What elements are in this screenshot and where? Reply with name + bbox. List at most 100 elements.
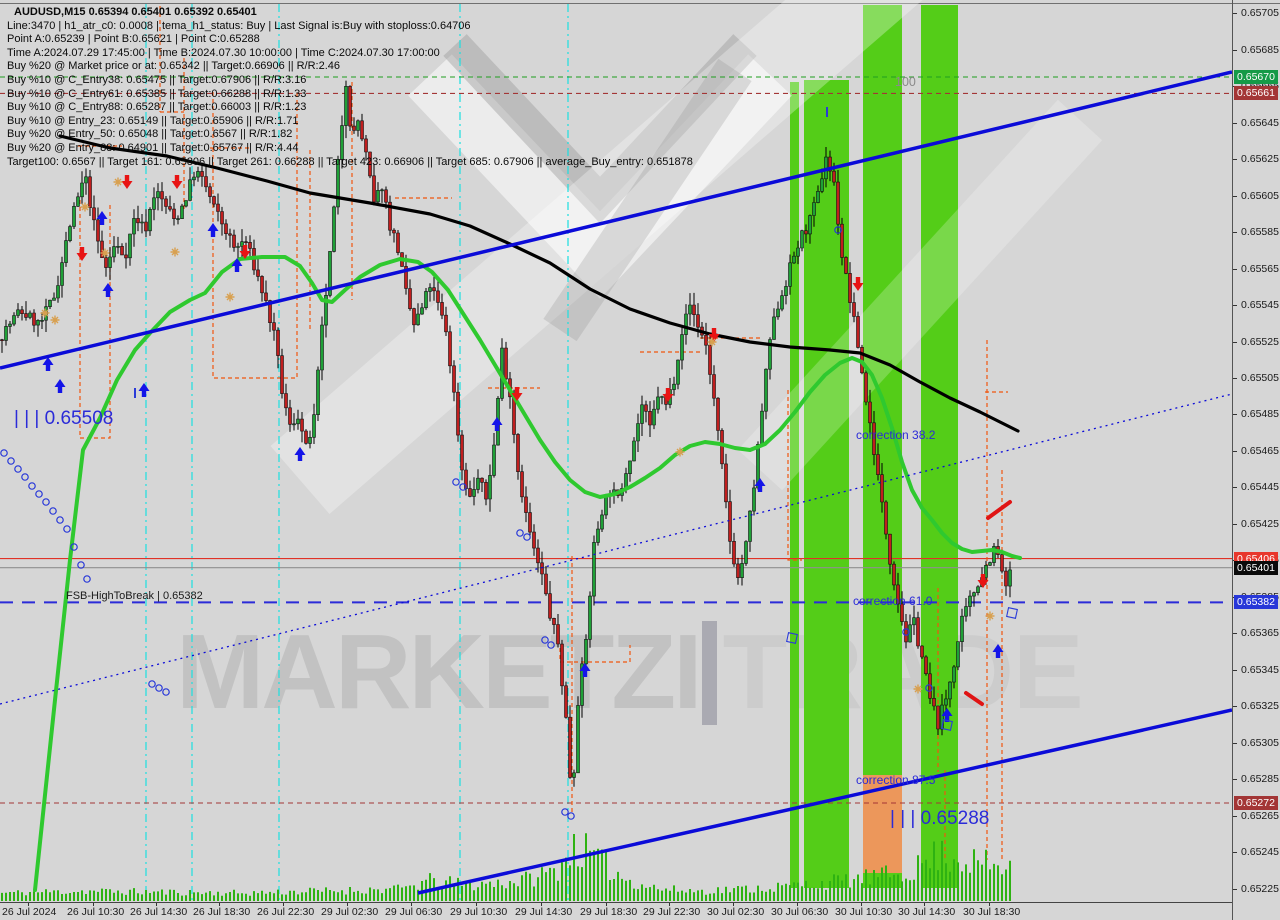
buy-arrow-icon bbox=[102, 283, 114, 297]
info-line: Buy %10 @ C_Entry88: 0.65287 || Target:0… bbox=[7, 101, 307, 114]
time-axis-label: 30 Jul 02:30 bbox=[707, 906, 765, 918]
price-axis-label: 0.65585 bbox=[1241, 226, 1279, 239]
entry-circle-icon bbox=[523, 533, 531, 541]
entry-circle-icon bbox=[42, 498, 50, 506]
entry-circle-icon bbox=[21, 473, 29, 481]
buy-arrow-icon bbox=[42, 357, 54, 371]
price-axis-tick bbox=[1233, 268, 1237, 270]
chart-area[interactable] bbox=[0, 0, 1232, 902]
info-line: Line:3470 | h1_atr_c0: 0.0008 | tema_h1_… bbox=[7, 19, 471, 32]
trendline-0[interactable] bbox=[0, 70, 1232, 370]
watermark-divider bbox=[701, 620, 717, 725]
red-swing-segment bbox=[964, 691, 984, 706]
entry-circle-icon bbox=[14, 465, 22, 473]
order-square-icon bbox=[786, 632, 798, 644]
buy-arrow-icon bbox=[231, 258, 243, 272]
price-axis-label: 0.65245 bbox=[1241, 846, 1279, 859]
star-mark-icon bbox=[913, 684, 923, 694]
time-axis-tick bbox=[283, 903, 284, 906]
entry-circle-icon bbox=[561, 808, 569, 816]
order-square-icon bbox=[941, 719, 953, 731]
time-axis-label: 30 Jul 14:30 bbox=[898, 906, 956, 918]
bear-candles bbox=[0, 86, 1008, 778]
buy-arrow-icon bbox=[491, 417, 503, 431]
entry-circle-icon bbox=[155, 684, 163, 692]
price-axis-label: 0.65705 bbox=[1241, 7, 1279, 20]
sell-arrow-icon bbox=[852, 277, 864, 291]
entry-circle-icon bbox=[162, 688, 170, 696]
price-axis-tick bbox=[1233, 706, 1237, 708]
sell-arrow-icon bbox=[662, 388, 674, 402]
info-line: Target100: 0.6567 || Target 161: 0.65806… bbox=[7, 155, 693, 168]
time-axis-label: 29 Jul 14:30 bbox=[515, 906, 573, 918]
star-mark-icon bbox=[985, 611, 995, 621]
window-top-border bbox=[0, 3, 1280, 4]
price-axis-label: 0.65365 bbox=[1241, 627, 1279, 640]
time-axis-tick bbox=[606, 903, 607, 906]
symbol-title-line: AUDUSD,M15 0.65394 0.65401 0.65392 0.654… bbox=[14, 6, 257, 18]
price-axis-label: 0.65425 bbox=[1241, 517, 1279, 530]
correction-382-label: correction 38.2 bbox=[856, 428, 936, 442]
info-line: Buy %10 @ Entry_23: 0.65149 || Target:0.… bbox=[7, 114, 299, 127]
entry-circle-icon bbox=[70, 543, 78, 551]
correction-610-label: correction 61.0 bbox=[853, 594, 933, 608]
time-axis-tick bbox=[219, 903, 220, 906]
time-axis-tick bbox=[411, 903, 412, 906]
buy-arrow-icon bbox=[54, 379, 66, 393]
stop-channel-lines bbox=[78, 6, 1008, 860]
price-axis-tick bbox=[1233, 852, 1237, 854]
price-axis-label: 0.65605 bbox=[1241, 189, 1279, 202]
price-axis-tick bbox=[1233, 815, 1237, 817]
price-axis-tick bbox=[1233, 779, 1237, 781]
trendline-2[interactable] bbox=[0, 393, 1232, 705]
price-axis[interactable]: 0.657050.656850.656650.656450.656250.656… bbox=[1232, 0, 1280, 920]
price-axis-tick bbox=[1233, 377, 1237, 379]
info-line: Buy %10 @ C_Entry61: 0.65385 || Target:0… bbox=[7, 87, 307, 100]
time-axis-tick bbox=[156, 903, 157, 906]
order-square-icon bbox=[1006, 607, 1018, 619]
sell-arrow-icon bbox=[76, 247, 88, 261]
time-axis-tick bbox=[93, 903, 94, 906]
signal-band-green bbox=[804, 80, 849, 888]
signal-band-green bbox=[790, 82, 799, 888]
price-axis-label: 0.65545 bbox=[1241, 299, 1279, 312]
price-axis-label: 0.65485 bbox=[1241, 408, 1279, 421]
price-axis-label: 0.65505 bbox=[1241, 371, 1279, 384]
time-axis[interactable]: 26 Jul 2024 26 Jul 10:30 26 Jul 14:30 26 Ju… bbox=[0, 902, 1232, 920]
time-axis-tick bbox=[733, 903, 734, 906]
trendline-1[interactable] bbox=[417, 708, 1232, 895]
price-badge: 0.65661 bbox=[1234, 86, 1278, 101]
price-axis-tick bbox=[1233, 305, 1237, 307]
price-axis-tick bbox=[1233, 341, 1237, 343]
entry-circle-icon bbox=[49, 507, 57, 515]
price-axis-tick bbox=[1233, 633, 1237, 635]
time-axis-tick bbox=[476, 903, 477, 906]
buy-arrow-icon bbox=[294, 447, 306, 461]
price-axis-tick bbox=[1233, 195, 1237, 197]
entry-circle-icon bbox=[459, 483, 467, 491]
price-axis-label: 0.65325 bbox=[1241, 700, 1279, 713]
price-axis-label: 0.65645 bbox=[1241, 116, 1279, 129]
entry-circle-icon bbox=[834, 226, 842, 234]
bull-candles bbox=[4, 86, 1012, 778]
price-axis-tick bbox=[1233, 122, 1237, 124]
entry-circle-icon bbox=[148, 680, 156, 688]
price-badge: 0.65272 bbox=[1234, 796, 1278, 810]
price-axis-tick bbox=[1233, 742, 1237, 744]
time-axis-tick bbox=[924, 903, 925, 906]
time-axis-label: 30 Jul 06:30 bbox=[771, 906, 829, 918]
time-axis-tick bbox=[797, 903, 798, 906]
entry-circle-icon bbox=[0, 449, 8, 457]
price-axis-tick bbox=[1233, 414, 1237, 416]
star-mark-icon bbox=[170, 247, 180, 257]
time-axis-label: 26 Jul 10:30 bbox=[67, 906, 125, 918]
price-badge: 0.65382 bbox=[1234, 595, 1278, 610]
buy-arrow-icon bbox=[96, 211, 108, 225]
star-mark-icon bbox=[50, 315, 60, 325]
time-axis-label: 26 Jul 22:30 bbox=[257, 906, 315, 918]
time-axis-tick bbox=[669, 903, 670, 906]
time-axis-label: 29 Jul 06:30 bbox=[385, 906, 443, 918]
entry-circle-icon bbox=[902, 628, 910, 636]
ma-black-line bbox=[58, 134, 1020, 433]
time-axis-label: 30 Jul 10:30 bbox=[835, 906, 893, 918]
